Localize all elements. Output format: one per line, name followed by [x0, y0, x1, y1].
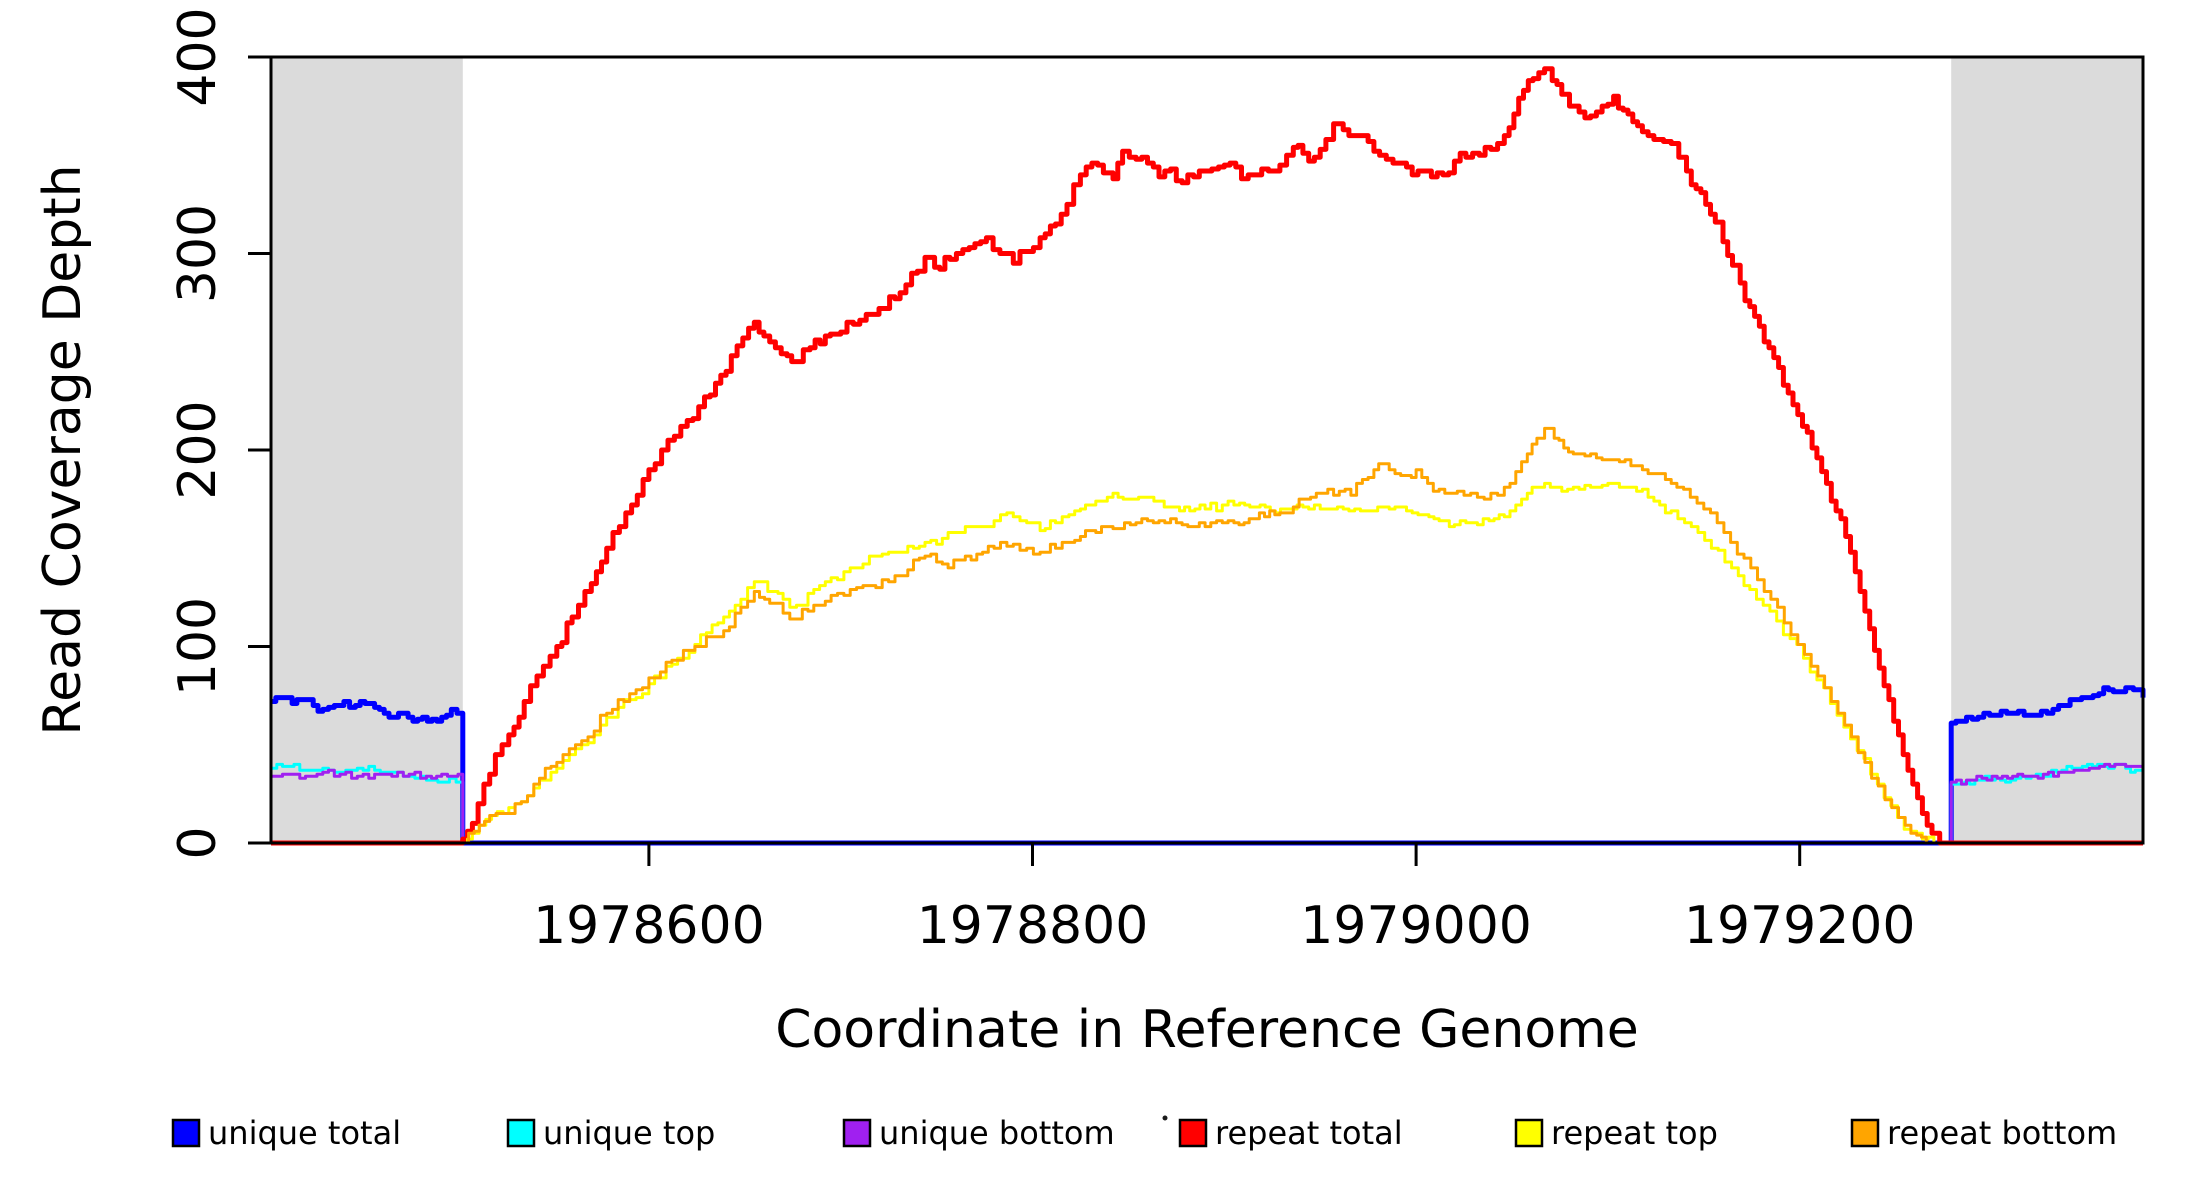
y-axis-label: Read Coverage Depth — [33, 164, 93, 735]
y-tick-label: 400 — [168, 7, 228, 106]
y-tick-label: 200 — [168, 400, 228, 499]
legend-swatch-unique-top — [506, 1118, 536, 1148]
x-tick-label: 1979000 — [1300, 896, 1532, 956]
stray-dot-artifact — [1162, 1115, 1168, 1121]
series-line-unique-bottom — [271, 762, 2145, 845]
shaded-repeat-flank-regions — [271, 57, 2143, 843]
legend: unique total unique top unique bottom repea… — [171, 1114, 2117, 1152]
legend-label: unique top — [543, 1114, 715, 1152]
axis-layer: 1978600 1978800 1979000 1979200 0 100 200 300 40… — [168, 7, 2145, 956]
x-tick-label: 1979200 — [1684, 896, 1916, 956]
y-tick-label: 0 — [168, 826, 228, 859]
legend-swatch-unique-total — [171, 1118, 201, 1148]
y-tick-label: 300 — [168, 204, 228, 303]
x-tick-label: 1978800 — [917, 896, 1149, 956]
legend-label: unique total — [208, 1114, 401, 1152]
legend-swatch-repeat-top — [1514, 1118, 1544, 1148]
legend-item-unique-bottom: unique bottom — [842, 1114, 1115, 1152]
legend-label: unique bottom — [879, 1114, 1115, 1152]
flank-shade-right — [1951, 57, 2143, 843]
flank-shade-left — [271, 57, 463, 843]
legend-swatch-repeat-bottom — [1850, 1118, 1880, 1148]
legend-swatch-unique-bottom — [842, 1118, 872, 1148]
legend-label: repeat bottom — [1887, 1114, 2117, 1152]
legend-item-repeat-top: repeat top — [1514, 1114, 1718, 1152]
legend-swatch-repeat-total — [1178, 1118, 1208, 1148]
legend-item-unique-top: unique top — [506, 1114, 715, 1152]
y-tick-label: 100 — [168, 597, 228, 696]
x-tick-label: 1978600 — [533, 896, 765, 956]
legend-label: repeat top — [1551, 1114, 1718, 1152]
series-line-unique-total — [271, 685, 2146, 846]
series-line-repeat-top — [271, 481, 2143, 845]
plot-box — [269, 55, 2145, 845]
legend-item-repeat-bottom: repeat bottom — [1850, 1114, 2117, 1152]
series-line-repeat-bottom — [271, 426, 2143, 845]
x-axis-label: Coordinate in Reference Genome — [775, 1000, 1639, 1060]
series-line-repeat-total — [271, 66, 2143, 846]
legend-item-repeat-total: repeat total — [1178, 1114, 1403, 1152]
legend-label: repeat total — [1215, 1114, 1403, 1152]
legend-item-unique-total: unique total — [171, 1114, 401, 1152]
series-layer — [271, 66, 2146, 846]
